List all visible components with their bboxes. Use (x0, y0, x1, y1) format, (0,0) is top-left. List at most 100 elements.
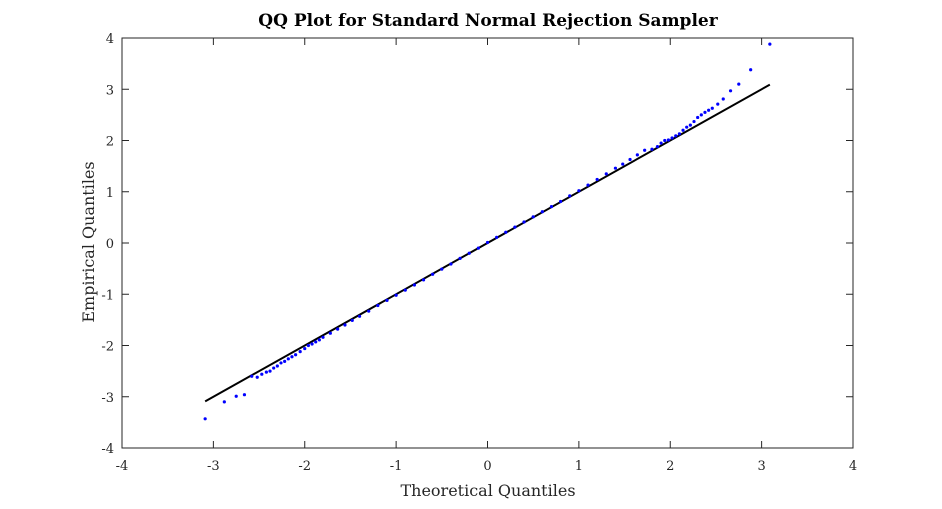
data-point (350, 318, 354, 322)
data-point (412, 283, 416, 287)
data-point (749, 68, 753, 72)
data-point (768, 42, 772, 46)
data-point (268, 369, 272, 373)
data-point (328, 331, 332, 335)
x-tick-label: 0 (483, 459, 491, 474)
y-tick-label: -3 (101, 391, 114, 406)
data-point (321, 335, 325, 339)
data-point (522, 220, 526, 224)
data-point (367, 309, 371, 313)
data-point (260, 372, 264, 376)
data-point (568, 194, 572, 198)
data-point (666, 138, 671, 142)
y-tick-label: 1 (106, 186, 114, 201)
data-point (385, 298, 389, 302)
x-tick-label: -4 (116, 459, 129, 474)
data-point (531, 215, 535, 219)
data-point (264, 370, 268, 374)
data-point (449, 262, 453, 266)
data-point (495, 235, 499, 239)
data-point (604, 172, 608, 176)
x-tick-label: -1 (390, 459, 403, 474)
y-tick-label: -1 (101, 288, 114, 303)
data-point (613, 166, 618, 170)
data-point (242, 393, 247, 397)
data-point (504, 230, 508, 234)
data-point (650, 147, 654, 151)
data-point (692, 119, 696, 124)
data-point (317, 338, 321, 342)
data-point (294, 353, 298, 357)
data-point (677, 132, 681, 136)
x-tick-label: -2 (298, 459, 311, 474)
y-tick-label: 3 (106, 83, 114, 98)
data-point (286, 357, 290, 361)
data-point (737, 82, 741, 86)
y-tick-label: -2 (101, 340, 114, 355)
data-point (250, 374, 254, 378)
x-tick-label: -3 (207, 459, 220, 474)
data-point (403, 288, 407, 292)
data-point (549, 205, 554, 209)
data-point (343, 323, 347, 327)
data-point (357, 314, 362, 318)
data-point (635, 153, 639, 157)
data-point (688, 123, 692, 127)
data-point (643, 148, 647, 152)
data-point (595, 177, 599, 182)
data-point (716, 102, 720, 106)
data-point (659, 141, 663, 145)
data-point (298, 350, 302, 354)
data-point (279, 361, 283, 365)
y-tick-label: 4 (106, 32, 114, 47)
y-tick-label: 0 (106, 237, 114, 252)
data-point (314, 340, 318, 344)
data-point (721, 97, 725, 101)
y-tick-label: 2 (106, 135, 114, 150)
data-point (336, 327, 340, 331)
data-point (586, 183, 590, 187)
data-point (703, 110, 707, 114)
x-tick-label: 3 (757, 459, 765, 474)
data-point (306, 343, 311, 348)
y-axis-label: Empirical Quantiles (79, 161, 98, 322)
data-point (421, 278, 426, 282)
data-point (559, 199, 563, 204)
data-point (655, 145, 660, 149)
data-point (577, 189, 581, 193)
data-point (476, 246, 480, 250)
data-point (707, 108, 711, 112)
data-point (290, 355, 294, 359)
x-tick-label: 1 (575, 459, 583, 474)
data-point (394, 293, 398, 297)
data-point (710, 106, 714, 110)
y-axis: -4 -3 -2 -1 0 1 2 3 4 (101, 32, 853, 457)
data-point (467, 251, 471, 255)
data-point (728, 89, 733, 93)
data-point (203, 417, 207, 421)
data-point (458, 256, 462, 260)
x-axis-label: Theoretical Quantiles (400, 481, 575, 500)
data-point (376, 303, 380, 308)
data-point (255, 375, 259, 379)
x-tick-label: 2 (666, 459, 674, 474)
data-point (674, 134, 678, 138)
data-point (303, 346, 307, 351)
x-tick-label: 4 (849, 459, 857, 474)
data-point (234, 394, 238, 398)
data-point (540, 210, 544, 214)
data-point (699, 113, 703, 117)
data-point (628, 157, 632, 162)
data-point (272, 366, 276, 370)
data-point (663, 138, 667, 143)
x-axis: -4 -3 -2 -1 0 1 2 3 4 (116, 38, 857, 474)
data-point (681, 128, 685, 132)
chart-title: QQ Plot for Standard Normal Rejection Sa… (258, 11, 718, 31)
data-point (283, 359, 287, 363)
data-point (696, 115, 700, 120)
data-point (513, 225, 517, 229)
data-point (621, 162, 625, 166)
data-point (685, 125, 689, 129)
